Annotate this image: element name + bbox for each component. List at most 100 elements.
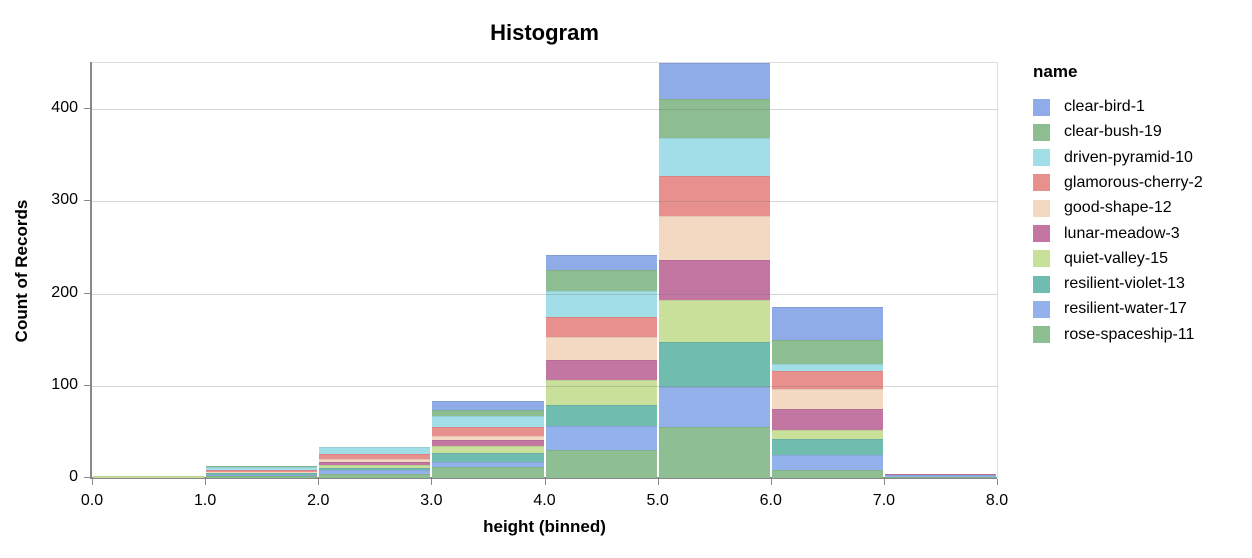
x-tick-mark-2.0 <box>318 479 320 485</box>
bar-segment-driven-pyramid-10-bin-3-4 <box>432 416 544 428</box>
bar-segment-quiet-valley-15-bin-2-3 <box>319 465 431 468</box>
bar-segment-lunar-meadow-3-bin-5-6 <box>658 260 770 300</box>
legend-swatch-rose-spaceship-11 <box>1033 326 1050 344</box>
bar-segment-quiet-valley-15-bin-0-1 <box>93 476 205 478</box>
bar-segment-resilient-violet-13-bin-2-3 <box>319 467 431 470</box>
legend-item-driven-pyramid-10: driven-pyramid-10 <box>1033 149 1193 167</box>
bar-segment-resilient-water-17-bin-2-3 <box>319 469 431 475</box>
bar-segment-resilient-water-17-bin-6-7 <box>771 454 883 470</box>
legend-item-lunar-meadow-3: lunar-meadow-3 <box>1033 225 1180 243</box>
bar-segment-resilient-water-17-bin-3-4 <box>432 462 544 467</box>
x-tick-mark-1.0 <box>205 479 207 485</box>
legend-swatch-glamorous-cherry-2 <box>1033 174 1050 192</box>
legend-swatch-clear-bird-1 <box>1033 98 1050 116</box>
legend: name clear-bird-1 clear-bush-19 driven-pyr… <box>1033 62 1203 344</box>
legend-title: name <box>1033 62 1078 81</box>
bar-segment-resilient-water-17-bin-5-6 <box>658 386 770 428</box>
legend-label-clear-bird-1: clear-bird-1 <box>1064 98 1145 115</box>
y-tick-mark-400 <box>84 108 90 110</box>
bar-segment-clear-bird-1-bin-4-5 <box>545 254 657 270</box>
x-tick-label-1.0: 1.0 <box>194 492 217 509</box>
legend-label-lunar-meadow-3: lunar-meadow-3 <box>1064 224 1180 242</box>
x-tick-mark-0.0 <box>92 479 93 485</box>
bar-segment-resilient-violet-13-bin-5-6 <box>658 342 770 387</box>
bar-segment-driven-pyramid-10-bin-2-3 <box>319 446 431 455</box>
y-tick-mark-0 <box>84 477 90 478</box>
legend-label-resilient-violet-13: resilient-violet-13 <box>1064 275 1185 293</box>
bar-segment-rose-spaceship-11-bin-3-4 <box>432 466 544 478</box>
y-tick-label-100: 100 <box>51 375 78 393</box>
bar-segment-lunar-meadow-3-bin-2-3 <box>319 462 431 466</box>
x-tick-label-8.0: 8.0 <box>985 492 1009 509</box>
legend-item-resilient-water-17: resilient-water-17 <box>1033 300 1187 318</box>
x-tick-label-5.0: 5.0 <box>646 492 669 509</box>
bar-segment-glamorous-cherry-2-bin-1-2 <box>206 469 318 472</box>
bar-segment-driven-pyramid-10-bin-4-5 <box>545 290 657 317</box>
bar-segment-quiet-valley-15-bin-1-2 <box>206 472 318 474</box>
gridline-y-400 <box>92 109 997 111</box>
legend-label-good-shape-12: good-shape-12 <box>1064 199 1172 217</box>
y-axis-line <box>90 62 92 479</box>
bar-segment-clear-bush-19-bin-1-2 <box>206 466 318 467</box>
bar-segment-driven-pyramid-10-bin-6-7 <box>771 363 883 372</box>
x-axis-title: height (binned) <box>483 517 606 536</box>
bar-segment-resilient-water-17-bin-4-5 <box>545 426 657 451</box>
legend-label-rose-spaceship-11: rose-spaceship-11 <box>1064 325 1195 343</box>
x-tick-label-7.0: 7.0 <box>872 492 895 509</box>
legend-label-quiet-valley-15: quiet-valley-15 <box>1064 249 1169 267</box>
bar-segment-good-shape-12-bin-1-2 <box>206 471 318 473</box>
gridline-y-200 <box>92 293 997 295</box>
legend-label-glamorous-cherry-2: glamorous-cherry-2 <box>1064 173 1203 191</box>
plot-area <box>92 62 998 478</box>
bar-segment-quiet-valley-15-bin-4-5 <box>545 380 657 406</box>
x-tick-label-6.0: 6.0 <box>759 492 782 509</box>
bar-segment-rose-spaceship-11-bin-2-3 <box>319 474 431 478</box>
bar-segment-clear-bush-19-bin-4-5 <box>545 269 657 291</box>
bar-segment-resilient-violet-13-bin-4-5 <box>545 405 657 427</box>
legend-swatch-clear-bush-19 <box>1033 123 1050 141</box>
legend-swatch-lunar-meadow-3 <box>1033 225 1050 242</box>
bar-segment-glamorous-cherry-2-bin-6-7 <box>771 371 883 390</box>
y-tick-mark-100 <box>84 384 90 386</box>
legend-item-rose-spaceship-11: rose-spaceship-11 <box>1033 326 1194 344</box>
x-axis-line <box>90 477 997 479</box>
bar-segment-good-shape-12-bin-2-3 <box>319 458 431 463</box>
bar-segment-good-shape-12-bin-6-7 <box>771 389 883 409</box>
legend-item-clear-bush-19: clear-bush-19 <box>1033 123 1162 141</box>
bar-segment-quiet-valley-15-bin-3-4 <box>432 445 544 454</box>
bar-segment-driven-pyramid-10-bin-1-2 <box>206 466 318 470</box>
bar-segment-glamorous-cherry-2-bin-3-4 <box>432 427 544 436</box>
gridline-y-300 <box>92 201 997 203</box>
y-tick-label-300: 300 <box>51 191 78 209</box>
gridline-y-100 <box>92 385 997 387</box>
bar-segment-clear-bird-1-bin-3-4 <box>432 401 544 410</box>
x-tick-label-3.0: 3.0 <box>420 492 443 509</box>
y-tick-mark-300 <box>84 200 90 202</box>
bar-segment-lunar-meadow-3-bin-3-4 <box>432 440 544 446</box>
bar-segment-rose-spaceship-11-bin-4-5 <box>545 450 657 478</box>
legend-item-good-shape-12: good-shape-12 <box>1033 199 1172 217</box>
bar-segment-resilient-violet-13-bin-6-7 <box>771 439 883 455</box>
y-tick-label-0: 0 <box>69 468 78 485</box>
bar-segment-clear-bird-1-bin-6-7 <box>771 307 883 340</box>
bar-segment-resilient-violet-13-bin-1-2 <box>206 473 318 476</box>
bar-segment-good-shape-12-bin-5-6 <box>658 216 770 261</box>
legend-swatch-quiet-valley-15 <box>1033 250 1050 268</box>
y-tick-label-200: 200 <box>51 283 78 301</box>
x-tick-label-4.0: 4.0 <box>533 492 556 509</box>
bar-segment-glamorous-cherry-2-bin-4-5 <box>545 316 657 337</box>
x-tick-mark-5.0 <box>657 479 659 485</box>
legend-item-glamorous-cherry-2: glamorous-cherry-2 <box>1033 174 1203 192</box>
y-tick-mark-200 <box>84 292 90 294</box>
legend-item-resilient-violet-13: resilient-violet-13 <box>1033 275 1185 293</box>
bar-segment-glamorous-cherry-2-bin-5-6 <box>658 176 770 217</box>
x-tick-label-0.0: 0.0 <box>80 492 104 509</box>
y-axis-title: Count of Records <box>12 199 31 343</box>
bar-segment-rose-spaceship-11-bin-7-8 <box>884 477 996 478</box>
x-tick-mark-7.0 <box>883 479 885 485</box>
bar-segment-rose-spaceship-11-bin-1-2 <box>206 476 318 478</box>
y-tick-label-400: 400 <box>51 99 78 117</box>
chart-title: Histogram <box>490 20 599 45</box>
bar-segment-clear-bush-19-bin-3-4 <box>432 409 544 417</box>
x-tick-mark-4.0 <box>544 479 546 485</box>
